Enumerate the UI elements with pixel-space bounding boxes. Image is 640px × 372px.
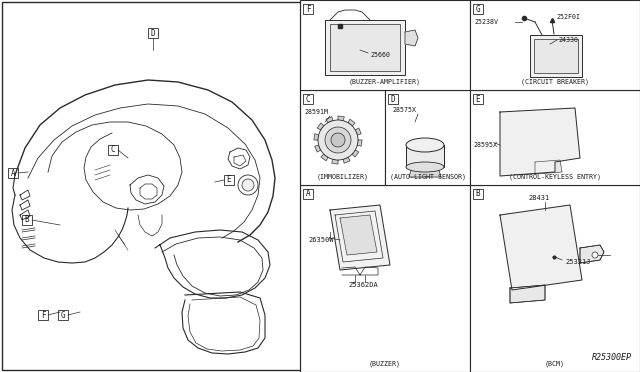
Bar [388, 94, 398, 104]
Bar [22, 215, 32, 225]
Bar [108, 145, 118, 155]
Text: 24330: 24330 [558, 37, 578, 43]
Text: A: A [306, 189, 310, 199]
Bar [505, 118, 521, 136]
Bar [148, 28, 158, 38]
Circle shape [551, 224, 559, 232]
Polygon shape [317, 123, 324, 130]
Text: B: B [25, 215, 29, 224]
Polygon shape [343, 157, 350, 163]
Polygon shape [348, 119, 355, 126]
Bar [330, 24, 400, 71]
Text: (BUZZER): (BUZZER) [369, 361, 401, 367]
Circle shape [543, 243, 549, 249]
Bar [300, 185, 470, 372]
Text: 25362DA: 25362DA [348, 282, 378, 288]
Text: (BUZZER-AMPLIFIER): (BUZZER-AMPLIFIER) [349, 79, 421, 85]
Bar [527, 118, 543, 136]
Polygon shape [352, 150, 359, 157]
Text: 28591M: 28591M [304, 109, 328, 115]
Text: C: C [306, 94, 310, 103]
Text: (CIRCUIT BREAKER): (CIRCUIT BREAKER) [521, 79, 589, 85]
Polygon shape [409, 167, 441, 177]
Polygon shape [580, 245, 604, 263]
Bar [473, 189, 483, 199]
Bar [470, 185, 640, 372]
Bar [406, 145, 444, 167]
Circle shape [331, 133, 345, 147]
Ellipse shape [406, 162, 444, 172]
Text: D: D [150, 29, 156, 38]
Bar [8, 168, 18, 178]
Bar [303, 189, 313, 199]
Polygon shape [500, 205, 582, 290]
Polygon shape [355, 128, 361, 135]
Text: E: E [227, 176, 231, 185]
Polygon shape [340, 215, 377, 255]
Bar [473, 94, 483, 104]
Circle shape [242, 179, 254, 191]
Circle shape [238, 175, 258, 195]
Polygon shape [500, 108, 580, 176]
Bar [325, 20, 405, 75]
Polygon shape [315, 145, 321, 152]
Circle shape [521, 220, 529, 228]
Polygon shape [314, 134, 319, 140]
Bar [385, 90, 470, 185]
Text: (BCM): (BCM) [545, 361, 565, 367]
Polygon shape [330, 205, 390, 270]
Circle shape [515, 237, 521, 243]
Bar [530, 35, 582, 77]
Ellipse shape [406, 138, 444, 152]
Text: 28595X: 28595X [473, 142, 497, 148]
Text: 25238V: 25238V [474, 19, 498, 25]
Bar [303, 94, 313, 104]
Polygon shape [332, 159, 338, 164]
Bar [300, 0, 470, 90]
Polygon shape [326, 117, 333, 123]
Text: (CONTROL-KEYLESS ENTRY): (CONTROL-KEYLESS ENTRY) [509, 174, 601, 180]
Bar [300, 90, 385, 185]
Polygon shape [357, 140, 362, 146]
Text: (IMMOBILIZER): (IMMOBILIZER) [317, 174, 369, 180]
Text: A: A [11, 169, 15, 177]
Circle shape [529, 240, 535, 246]
Text: G: G [476, 4, 480, 13]
Bar [470, 90, 640, 185]
Circle shape [325, 127, 351, 153]
Text: 25660: 25660 [370, 52, 390, 58]
Circle shape [506, 218, 514, 226]
Text: G: G [61, 311, 65, 320]
Text: R25300EP: R25300EP [592, 353, 632, 362]
Circle shape [592, 252, 598, 258]
Circle shape [318, 120, 358, 160]
Text: F: F [41, 311, 45, 320]
Text: B: B [476, 189, 480, 199]
Text: 26350W: 26350W [308, 237, 333, 243]
Bar [470, 0, 640, 90]
Text: 252F0I: 252F0I [556, 14, 580, 20]
Text: C: C [111, 145, 115, 154]
Bar [303, 4, 313, 14]
Text: D: D [390, 94, 396, 103]
Polygon shape [510, 285, 545, 303]
Bar [534, 39, 578, 73]
Bar [224, 175, 234, 185]
Text: (AUTO-LIGHT SENSOR): (AUTO-LIGHT SENSOR) [390, 174, 465, 180]
Bar [473, 4, 483, 14]
Polygon shape [405, 30, 418, 46]
Polygon shape [321, 154, 328, 161]
Text: E: E [476, 94, 480, 103]
Bar [549, 118, 565, 136]
Text: 28575X: 28575X [392, 107, 416, 113]
Text: F: F [306, 4, 310, 13]
Text: 25321J: 25321J [565, 259, 591, 265]
Polygon shape [338, 116, 344, 121]
Text: 28431: 28431 [528, 195, 549, 201]
Polygon shape [535, 160, 562, 174]
Bar [38, 310, 48, 320]
Bar [58, 310, 68, 320]
Circle shape [536, 222, 544, 230]
